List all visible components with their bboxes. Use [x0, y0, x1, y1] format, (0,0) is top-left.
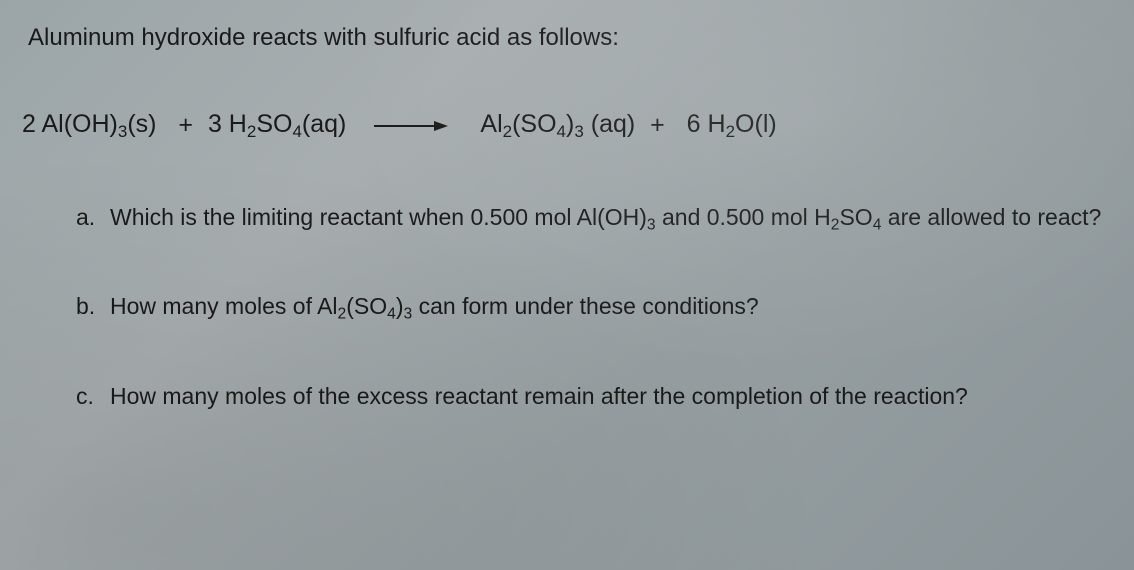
plus: +	[643, 111, 678, 140]
question-marker: b.	[76, 291, 110, 322]
formula: H2O(l)	[708, 110, 777, 138]
question-text: Which is the limiting reactant when 0.50…	[110, 202, 1106, 235]
product-2: 6 H2O(l)	[687, 110, 777, 142]
intro-text: Aluminum hydroxide reacts with sulfuric …	[28, 24, 1106, 52]
product-1: Al2(SO4)3 (aq)	[480, 110, 635, 142]
coef: 2	[22, 110, 36, 138]
reactant-1: 2 Al(OH)3(s)	[22, 110, 157, 142]
question-marker: c.	[76, 381, 110, 412]
reaction-arrow-icon	[372, 119, 450, 133]
question-c: c. How many moles of the excess reactant…	[76, 381, 1106, 412]
coef: 6	[687, 110, 701, 138]
plus: +	[165, 111, 200, 140]
question-list: a. Which is the limiting reactant when 0…	[76, 202, 1106, 412]
question-b: b. How many moles of Al2(SO4)3 can form …	[76, 291, 1106, 324]
formula: Al2(SO4)3 (aq)	[480, 110, 635, 138]
reactant-2: 3 H2SO4(aq)	[208, 110, 346, 142]
question-marker: a.	[76, 202, 110, 233]
question-text: How many moles of the excess reactant re…	[110, 381, 1106, 412]
chemical-equation: 2 Al(OH)3(s) + 3 H2SO4(aq) Al2(SO4)3 (aq…	[22, 110, 1106, 142]
question-text: How many moles of Al2(SO4)3 can form und…	[110, 291, 1106, 324]
coef: 3	[208, 110, 222, 138]
formula: Al(OH)3(s)	[41, 110, 156, 138]
formula: H2SO4(aq)	[229, 110, 347, 138]
question-a: a. Which is the limiting reactant when 0…	[76, 202, 1106, 235]
